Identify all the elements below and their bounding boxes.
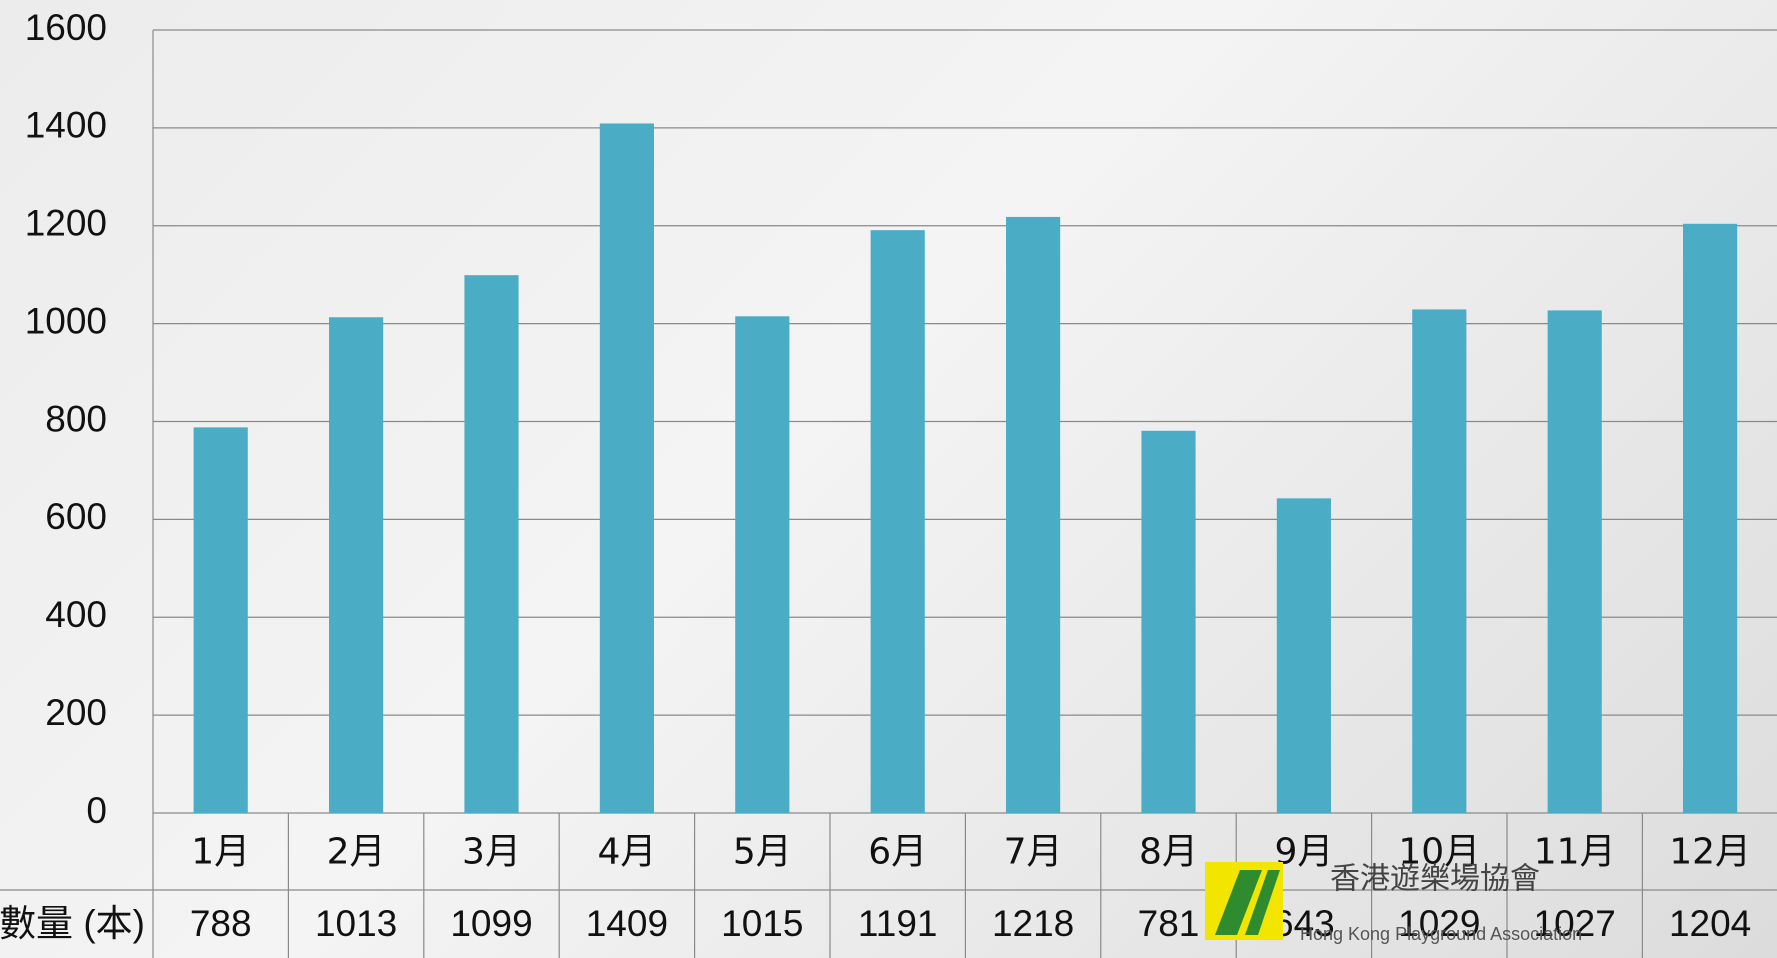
y-tick-label: 1200: [25, 203, 107, 244]
y-tick-label: 0: [86, 790, 107, 831]
table-value: 1409: [586, 903, 668, 944]
logo-name: 香港遊樂場協會: [1330, 862, 1540, 897]
bar: [1683, 223, 1738, 814]
table-value: 1204: [1669, 903, 1751, 944]
bar: [193, 427, 248, 813]
x-tick-label: 2月: [327, 832, 386, 873]
table-value: 1013: [315, 903, 397, 944]
x-tick-label: 8月: [1139, 832, 1198, 873]
table-value: 788: [190, 903, 252, 944]
y-tick-label: 1400: [25, 105, 107, 146]
bar: [464, 275, 519, 813]
row-label: 數量 (本): [0, 903, 145, 944]
table-value: 643: [1273, 903, 1335, 944]
table-value: 1029: [1398, 903, 1480, 944]
x-tick-label: 6月: [868, 832, 927, 873]
table-value: 1015: [721, 903, 803, 944]
x-tick-label: 12月: [1669, 832, 1751, 873]
bar: [599, 123, 654, 813]
logo-english: Hong Kong Playground Association: [1300, 924, 1582, 944]
logo-shape: [1215, 870, 1280, 935]
y-tick-label: 800: [45, 398, 107, 439]
bar: [1141, 430, 1196, 813]
table-value: 1191: [858, 903, 938, 944]
y-tick-label: 400: [45, 594, 107, 635]
bar: [1412, 309, 1467, 813]
x-tick-label: 7月: [1004, 832, 1063, 873]
x-tick-label: 1月: [191, 832, 250, 873]
x-tick-label: 9月: [1274, 832, 1333, 873]
y-tick-label: 600: [45, 496, 107, 537]
x-tick-label: 3月: [462, 832, 521, 873]
x-tick-label: 5月: [733, 832, 792, 873]
bar: [1276, 498, 1331, 813]
bar: [735, 316, 790, 813]
y-tick-label: 200: [45, 692, 107, 733]
bar: [1547, 310, 1602, 813]
table-value: 1027: [1534, 903, 1616, 944]
table-value: 781: [1138, 903, 1200, 944]
x-tick-label: 10月: [1398, 832, 1480, 873]
x-tick-label: 11月: [1534, 832, 1616, 873]
bar: [1006, 216, 1061, 813]
logo: 香港遊樂場協會 Hong Kong Playground Association: [1205, 862, 1582, 944]
bar: [870, 230, 925, 814]
bar: [329, 317, 384, 813]
table-value: 1099: [450, 903, 532, 944]
x-tick-label: 4月: [597, 832, 656, 873]
y-tick-label: 1000: [25, 300, 107, 341]
y-tick-label: 1600: [25, 7, 107, 48]
table-value: 1218: [992, 903, 1074, 944]
